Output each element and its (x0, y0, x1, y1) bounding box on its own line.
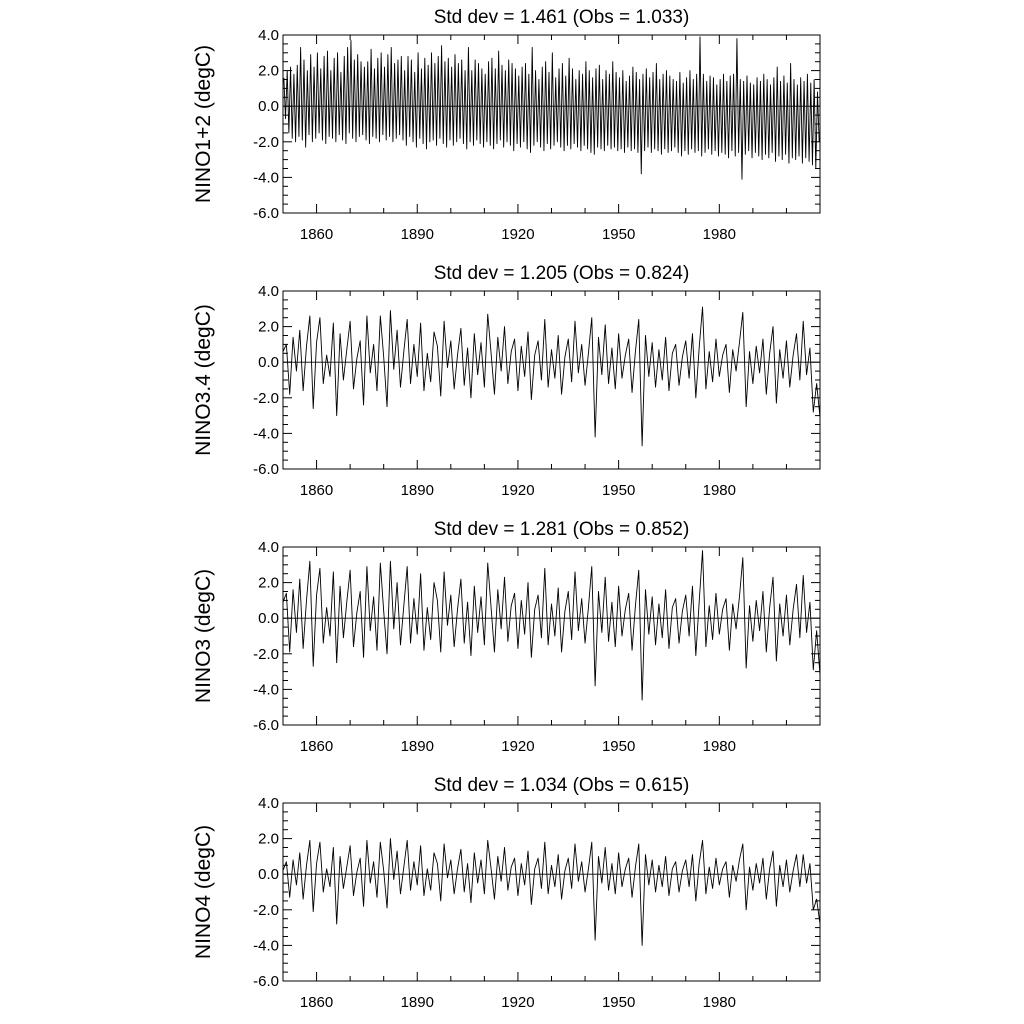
y-tick-label: 4.0 (258, 539, 279, 556)
y-axis-label: NINO3 (degC) (192, 569, 215, 703)
x-tick-label: 1890 (401, 482, 434, 499)
series-line (282, 550, 821, 701)
y-axis-label: NINO4 (degC) (192, 825, 215, 959)
y-tick-label: -6.0 (253, 973, 279, 990)
plot-frame (282, 290, 821, 470)
y-tick-label: 2.0 (258, 63, 279, 80)
chart-title: Std dev = 1.461 (Obs = 1.033) (434, 7, 690, 28)
y-tick-label: 2.0 (258, 831, 279, 848)
x-tick-label: 1860 (300, 482, 333, 499)
y-axis-label: NINO1+2 (degC) (192, 45, 215, 203)
y-tick-label: 0.0 (258, 866, 279, 883)
series-line (282, 838, 821, 946)
y-tick-label: -4.0 (253, 937, 279, 954)
y-tick-label: -2.0 (253, 134, 279, 151)
chart-panel-4: Std dev = 1.034 (Obs = 0.615) NINO4 (degC… (192, 775, 821, 1011)
y-axis-label: NINO3.4 (degC) (192, 304, 215, 456)
y-tick-label: -2.0 (253, 646, 279, 663)
chart-title: Std dev = 1.034 (Obs = 0.615) (434, 775, 690, 796)
chart-title: Std dev = 1.281 (Obs = 0.852) (434, 519, 690, 540)
x-tick-label: 1860 (300, 226, 333, 243)
y-tick-label: 0.0 (258, 354, 279, 371)
y-tick-label: 4.0 (258, 283, 279, 300)
y-tick-label: 2.0 (258, 319, 279, 336)
series-line (282, 306, 821, 447)
y-tick-label: -2.0 (253, 902, 279, 919)
x-tick-label: 1920 (501, 226, 534, 243)
y-tick-label: -4.0 (253, 425, 279, 442)
plot-frame (282, 546, 821, 726)
chart-panel-3: Std dev = 1.281 (Obs = 0.852) NINO3 (degC… (192, 519, 821, 755)
y-tick-label: 4.0 (258, 795, 279, 812)
y-tick-label: 2.0 (258, 575, 279, 592)
x-tick-label: 1920 (501, 482, 534, 499)
x-tick-label: 1980 (703, 482, 736, 499)
y-tick-label: -6.0 (253, 461, 279, 478)
x-tick-label: 1950 (602, 482, 635, 499)
x-tick-label: 1920 (501, 994, 534, 1011)
x-tick-label: 1860 (300, 738, 333, 755)
x-tick-label: 1950 (602, 738, 635, 755)
chart-title: Std dev = 1.205 (Obs = 0.824) (434, 263, 690, 284)
plot-frame (282, 802, 821, 982)
x-tick-label: 1950 (602, 994, 635, 1011)
x-tick-label: 1980 (703, 994, 736, 1011)
y-tick-label: 4.0 (258, 27, 279, 44)
y-tick-label: -4.0 (253, 169, 279, 186)
y-tick-label: -2.0 (253, 390, 279, 407)
y-tick-label: 0.0 (258, 610, 279, 627)
x-tick-label: 1890 (401, 226, 434, 243)
y-tick-label: 0.0 (258, 98, 279, 115)
x-tick-label: 1920 (501, 738, 534, 755)
chart-panel-2: Std dev = 1.205 (Obs = 0.824) NINO3.4 (de… (192, 263, 821, 499)
x-tick-label: 1860 (300, 994, 333, 1011)
y-tick-label: -6.0 (253, 205, 279, 222)
x-tick-label: 1980 (703, 226, 736, 243)
chart-panel-1: Std dev = 1.461 (Obs = 1.033) NINO1+2 (de… (192, 7, 821, 243)
y-tick-label: -4.0 (253, 681, 279, 698)
x-tick-label: 1890 (401, 738, 434, 755)
x-tick-label: 1980 (703, 738, 736, 755)
y-tick-label: -6.0 (253, 717, 279, 734)
x-tick-label: 1890 (401, 994, 434, 1011)
series-line (283, 36, 820, 180)
x-tick-label: 1950 (602, 226, 635, 243)
